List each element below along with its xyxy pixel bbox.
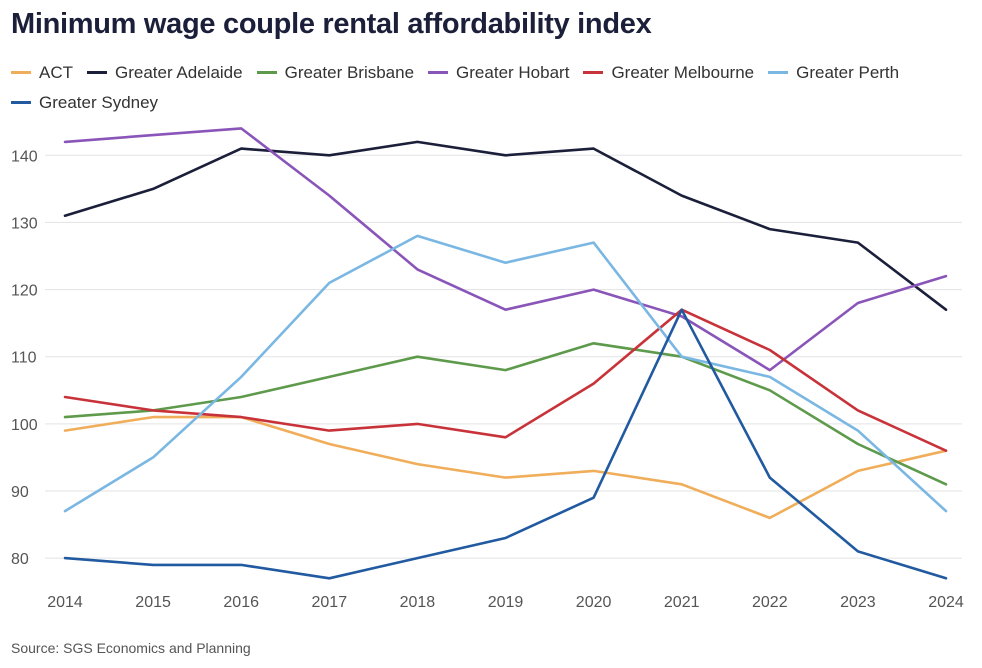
y-tick-label: 140 <box>11 148 38 165</box>
legend-swatch <box>768 71 789 75</box>
x-tick-label: 2019 <box>488 594 524 611</box>
legend-label: Greater Perth <box>796 63 900 82</box>
source-note: Source: SGS Economics and Planning <box>11 640 251 656</box>
chart-title: Minimum wage couple rental affordability… <box>11 8 652 40</box>
series-line-greater-brisbane <box>63 341 948 486</box>
x-tick-label: 2015 <box>135 594 171 611</box>
legend-item-greater-adelaide: Greater Adelaide <box>87 58 243 88</box>
legend-label: Greater Adelaide <box>115 63 243 82</box>
x-tick-label: 2018 <box>400 594 436 611</box>
legend-item-act: ACT <box>11 58 73 88</box>
series-line-greater-melbourne <box>63 308 948 453</box>
legend-label: Greater Hobart <box>456 63 570 82</box>
legend-item-greater-sydney: Greater Sydney <box>11 88 158 118</box>
legend-swatch <box>11 101 31 105</box>
legend-label: Greater Brisbane <box>284 63 415 82</box>
legend-swatch <box>87 71 107 75</box>
legend-swatch <box>428 71 449 75</box>
x-tick-label: 2021 <box>664 594 700 611</box>
series-line-greater-hobart <box>63 127 948 372</box>
legend-label: Greater Sydney <box>39 93 159 112</box>
legend-swatch <box>583 71 604 75</box>
legend-label: ACT <box>39 63 73 82</box>
x-tick-label: 2022 <box>752 594 788 611</box>
y-tick-label: 100 <box>11 417 38 434</box>
series-line-greater-adelaide <box>63 140 948 312</box>
legend-item-greater-brisbane: Greater Brisbane <box>256 58 415 88</box>
legend-item-greater-hobart: Greater Hobart <box>428 58 569 88</box>
legend-item-greater-perth: Greater Perth <box>768 58 899 88</box>
y-tick-label: 130 <box>11 215 38 232</box>
series-line-greater-perth <box>63 234 948 513</box>
legend-swatch <box>256 71 277 75</box>
legend-label: Greater Melbourne <box>611 63 755 82</box>
x-tick-label: 2017 <box>312 594 348 611</box>
x-tick-label: 2023 <box>840 594 876 611</box>
y-tick-label: 120 <box>11 283 38 300</box>
series-line-act <box>63 415 948 520</box>
y-tick-label: 90 <box>11 484 29 501</box>
x-tick-label: 2014 <box>47 594 83 611</box>
series-line-greater-sydney <box>63 308 948 580</box>
legend-item-greater-melbourne: Greater Melbourne <box>583 58 754 88</box>
x-tick-label: 2020 <box>576 594 612 611</box>
x-tick-label: 2024 <box>928 594 964 611</box>
chart-legend: ACT Greater Adelaide Greater Brisbane Great… <box>11 58 951 118</box>
legend-swatch <box>11 71 31 75</box>
y-tick-label: 80 <box>11 551 29 568</box>
x-tick-label: 2016 <box>223 594 259 611</box>
y-tick-label: 110 <box>11 350 37 367</box>
